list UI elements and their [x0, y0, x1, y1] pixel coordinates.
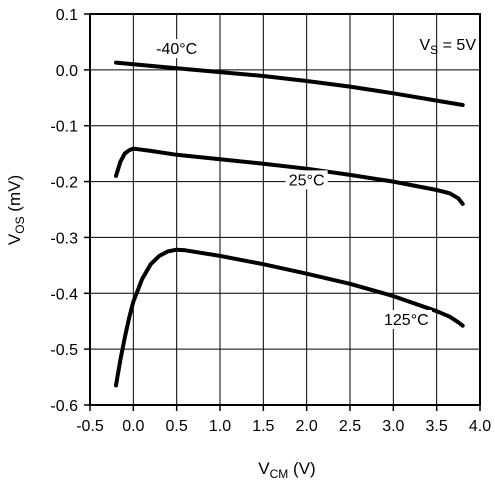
curve-label-bg: [285, 170, 328, 190]
curve-25c: [114, 146, 465, 206]
y-axis-title-unit: (mV): [5, 175, 24, 217]
x-tick-label: 0.0: [122, 418, 144, 435]
y-tick-label: 0.1: [56, 7, 78, 24]
curve-minus40c: [114, 60, 465, 107]
x-axis-title-main: V: [258, 459, 270, 478]
y-tick-label: -0.3: [50, 230, 78, 247]
condition-sub: S: [430, 43, 438, 57]
x-axis-title-sub: CM: [270, 467, 289, 480]
curve-label-25c: 25°C: [289, 172, 325, 189]
y-tick-label: -0.2: [50, 175, 78, 192]
x-tick-labels: -0.5 0.0 0.5 1.0 1.5 2.0 2.5 3.0 3.5 4.0: [76, 418, 491, 435]
x-axis-title: VCM (V): [258, 459, 315, 480]
y-tick-label: 0.0: [56, 63, 78, 80]
curve-125c: [114, 247, 465, 388]
condition-label: VS = 5V: [420, 37, 477, 57]
condition-main: V: [420, 37, 431, 54]
curves: [114, 60, 465, 388]
y-tick-label: -0.4: [50, 286, 78, 303]
x-axis-title-unit: (V): [288, 459, 315, 478]
condition-rest: = 5V: [438, 37, 476, 54]
curve-label-bg: [151, 39, 203, 59]
y-axis-title-sub: OS: [13, 216, 27, 233]
x-tick-label: 4.0: [469, 418, 491, 435]
tick-marks: [84, 13, 481, 411]
plot-frame: [89, 13, 481, 406]
x-tick-label: 0.5: [166, 418, 188, 435]
x-tick-label: -0.5: [76, 418, 104, 435]
x-tick-label: 3.0: [382, 418, 404, 435]
x-tick-label: 2.0: [296, 418, 318, 435]
x-tick-label: 3.5: [426, 418, 448, 435]
x-tick-label: 2.5: [339, 418, 361, 435]
curve-labels: -40°C 25°C 125°C: [151, 39, 432, 330]
y-axis-title-main: V: [5, 233, 24, 245]
curve-label-bg: [380, 310, 432, 330]
y-tick-label: -0.5: [50, 342, 78, 359]
grid-lines: [89, 13, 481, 406]
x-tick-label: 1.0: [209, 418, 231, 435]
curve-label-minus40c: -40°C: [156, 41, 197, 58]
y-tick-label: -0.1: [50, 119, 78, 136]
y-tick-label: -0.6: [50, 398, 78, 415]
y-tick-labels: 0.1 0.0 -0.1 -0.2 -0.3 -0.4 -0.5 -0.6: [50, 7, 78, 415]
curve-label-125c: 125°C: [384, 312, 429, 329]
x-tick-label: 1.5: [252, 418, 274, 435]
y-axis-title: VOS (mV): [5, 175, 27, 245]
